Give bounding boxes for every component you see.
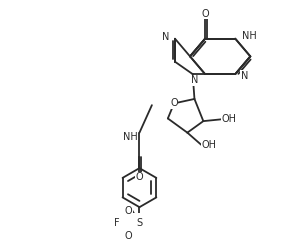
Text: N: N: [162, 32, 170, 42]
Text: N: N: [241, 71, 248, 81]
Text: O: O: [136, 172, 143, 182]
Text: N: N: [191, 75, 198, 85]
Text: F: F: [114, 218, 120, 228]
Text: S: S: [137, 218, 143, 228]
Text: O: O: [125, 231, 132, 239]
Text: O: O: [201, 9, 209, 19]
Text: NH: NH: [242, 31, 257, 41]
Text: OH: OH: [201, 140, 217, 150]
Text: O: O: [125, 206, 132, 216]
Text: OH: OH: [221, 114, 236, 124]
Text: NH: NH: [123, 132, 138, 142]
Text: O: O: [170, 98, 178, 108]
